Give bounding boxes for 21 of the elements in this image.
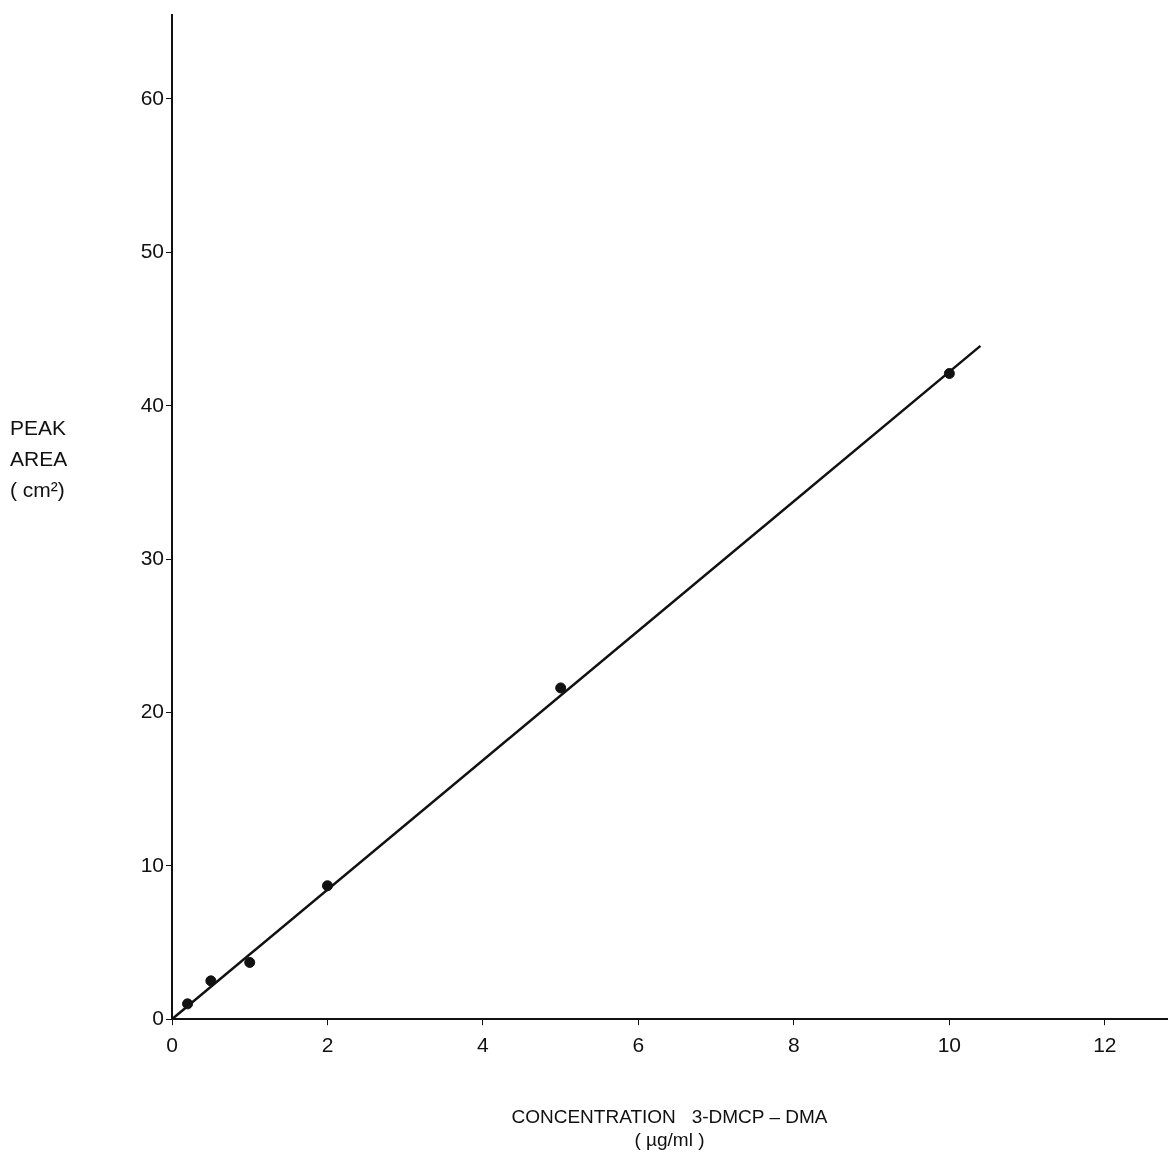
y-tick-label: 10 bbox=[140, 852, 164, 876]
point bbox=[943, 368, 955, 379]
point bbox=[205, 975, 217, 987]
x-tick-label: 10 bbox=[937, 1032, 962, 1056]
y-tick-label: 60 bbox=[140, 85, 164, 109]
point bbox=[321, 880, 333, 892]
x-tick-label: 12 bbox=[1093, 1032, 1117, 1056]
y-tick-label: 50 bbox=[140, 239, 164, 263]
y-tick-label: 0 bbox=[152, 1006, 164, 1029]
point bbox=[182, 998, 194, 1010]
x-tick-label: 6 bbox=[632, 1032, 645, 1056]
point bbox=[244, 956, 256, 968]
x-axis-title: CONCENTRATION 3-DMCP – DMA ( µg/ml ) bbox=[511, 1106, 828, 1150]
x-tick-label: 8 bbox=[788, 1032, 800, 1056]
point bbox=[555, 682, 567, 694]
x-tick-label: 4 bbox=[477, 1032, 490, 1056]
y-tick-label: 20 bbox=[140, 699, 164, 723]
x-tick-label: 2 bbox=[321, 1032, 334, 1056]
y-tick-label: 30 bbox=[140, 545, 164, 569]
y-axis-title: PEAK AREA ( cm²) bbox=[10, 415, 68, 503]
y-tick-label: 40 bbox=[140, 392, 164, 416]
